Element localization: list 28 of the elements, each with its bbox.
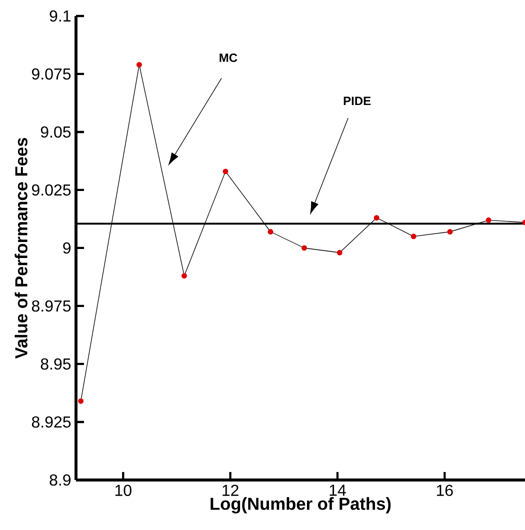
annotation: MC [220, 54, 238, 62]
y-tick-label: 8.9 [50, 474, 71, 486]
x-tick-label: 16 [436, 484, 453, 496]
y-tick-label: 9 [63, 242, 71, 254]
point [410, 234, 416, 240]
y-tick-label: 8.925 [32, 416, 71, 428]
x-axis-title: Log(Number of Paths) [210, 497, 391, 514]
x-tick-label: 10 [115, 484, 132, 496]
x-tick-label: 12 [222, 484, 238, 496]
point [78, 398, 84, 404]
point [182, 273, 187, 279]
x-tick-label: 14 [330, 484, 346, 496]
y-tick-label: 9.1 [50, 10, 71, 22]
y-tick-label: 9.075 [32, 68, 71, 80]
y-axis-title: Value of Performance Fees [14, 138, 28, 359]
y-tick-label: 8.95 [40, 358, 71, 370]
y-tick-label: 9.025 [32, 184, 71, 196]
y-tick-label: 8.975 [32, 300, 71, 312]
point [336, 250, 342, 256]
point [136, 62, 142, 68]
point [447, 229, 453, 234]
annotation: PIDE [344, 96, 371, 106]
point [222, 168, 228, 174]
y-tick-label: 9.05 [40, 126, 71, 138]
point [268, 229, 274, 234]
point [374, 215, 380, 221]
point [486, 217, 492, 223]
point [302, 245, 307, 251]
